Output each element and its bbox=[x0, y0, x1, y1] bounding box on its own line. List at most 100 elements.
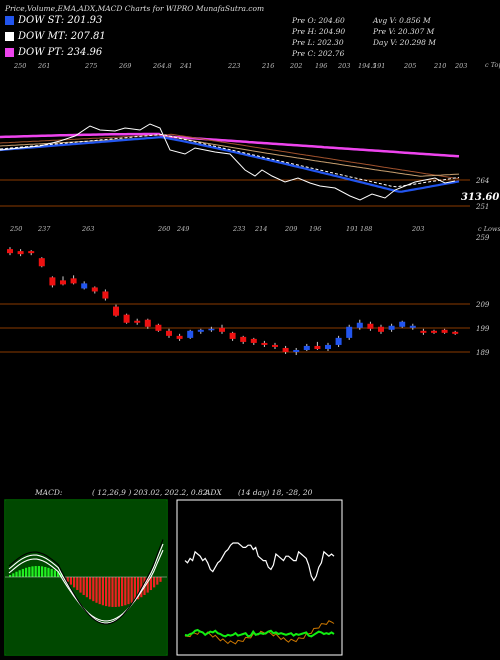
macd-histogram-bar bbox=[153, 577, 156, 588]
macd-histogram-bar bbox=[9, 575, 12, 577]
macd-label: MACD: bbox=[35, 488, 63, 497]
price-y-label: 189 bbox=[476, 349, 490, 357]
candle-body bbox=[219, 327, 225, 332]
candle-body bbox=[314, 345, 321, 349]
macd-histogram-bar bbox=[66, 577, 69, 582]
macd-histogram-bar bbox=[127, 577, 130, 605]
legend-dow-st: DOW ST: 201.93 bbox=[5, 15, 102, 26]
price-y-label: 199 bbox=[476, 325, 490, 333]
ema-medium-line bbox=[0, 133, 460, 188]
low-swing-label: 260 bbox=[157, 225, 170, 233]
macd-histogram-bar bbox=[111, 577, 114, 607]
macd-values: ( 12,26,9 ) 203.02, 202.2, 0.82 bbox=[92, 488, 208, 497]
candle-body bbox=[293, 349, 300, 352]
low-swing-label: 203 bbox=[411, 225, 424, 233]
top-swing-label: 250 bbox=[13, 62, 26, 70]
candle-body bbox=[356, 322, 363, 328]
macd-histogram-bar bbox=[95, 577, 98, 603]
top-swing-label: 202 bbox=[289, 62, 302, 70]
adx-values: (14 day) 18, -28, 20 bbox=[238, 488, 313, 497]
macd-histogram-bar bbox=[21, 568, 24, 577]
macd-histogram-bar bbox=[37, 566, 40, 577]
legend-swatch-mt bbox=[5, 32, 14, 41]
macd-histogram-bar bbox=[101, 577, 104, 606]
low-swing-label: 214 bbox=[254, 225, 267, 233]
candle-body bbox=[208, 328, 215, 331]
price-y-label: 209 bbox=[475, 301, 490, 309]
ema-short-line bbox=[0, 136, 460, 193]
macd-histogram-bar bbox=[28, 566, 31, 577]
macd-histogram-bar bbox=[159, 577, 162, 582]
macd-histogram-bar bbox=[82, 577, 85, 595]
candle-body bbox=[81, 283, 88, 289]
legend-dow-mt: DOW MT: 207.81 bbox=[5, 31, 106, 42]
last-price-label: 313.60 bbox=[461, 192, 499, 203]
adx-line bbox=[184, 542, 335, 582]
candle-body bbox=[367, 323, 374, 329]
legend-swatch-pt bbox=[5, 48, 14, 57]
macd-histogram-bar bbox=[79, 577, 82, 593]
macd-histogram-bar bbox=[12, 573, 15, 577]
ema-y-label: 264 bbox=[475, 177, 489, 185]
candle-body bbox=[187, 330, 194, 338]
low-swing-label: 263 bbox=[81, 225, 94, 233]
low-swing-label: 237 bbox=[37, 225, 51, 233]
macd-histogram-bar bbox=[73, 577, 76, 588]
macd-histogram-bar bbox=[53, 570, 56, 577]
candle-body bbox=[282, 347, 289, 352]
candle-body bbox=[431, 330, 437, 333]
legend-dow-pt: DOW PT: 234.96 bbox=[5, 47, 102, 58]
candle-body bbox=[325, 344, 331, 349]
candle-body bbox=[378, 326, 384, 332]
low-swing-label: 250 bbox=[9, 225, 22, 233]
pre-close: Pre C: 202.76 bbox=[292, 49, 345, 58]
macd-histogram-bar bbox=[149, 577, 152, 591]
ema-mid2-line bbox=[0, 135, 460, 177]
candle-body bbox=[409, 325, 416, 328]
macd-shadow-line bbox=[8, 539, 164, 625]
macd-histogram-bar bbox=[44, 566, 47, 577]
macd-histogram-bar bbox=[60, 573, 63, 577]
top-swing-label: 275 bbox=[84, 62, 97, 70]
price-y-label: 259 bbox=[475, 234, 490, 242]
low-swing-label: 196 bbox=[309, 225, 321, 233]
ema-y-label: 251 bbox=[475, 203, 489, 211]
legend-label-st: DOW ST: 201.93 bbox=[18, 15, 103, 26]
macd-histogram-bar bbox=[25, 567, 28, 577]
macd-histogram-bar bbox=[50, 568, 53, 577]
candle-body bbox=[155, 324, 162, 331]
top-swing-label: 196 bbox=[315, 62, 327, 70]
macd-histogram-bar bbox=[137, 577, 140, 600]
candle-body bbox=[452, 331, 459, 334]
macd-histogram-bar bbox=[105, 577, 108, 607]
candle-body bbox=[91, 287, 98, 292]
day-volume: Day V: 20.298 M bbox=[373, 38, 436, 47]
candle-body bbox=[250, 338, 257, 343]
ohlc-info: Pre O: 204.60 Pre H: 204.90 Pre L: 202.3… bbox=[292, 15, 345, 59]
price-line bbox=[0, 123, 456, 201]
top-swing-label: 216 bbox=[261, 62, 274, 70]
candle-body bbox=[70, 278, 77, 284]
low-swing-label: 209 bbox=[284, 225, 297, 233]
macd-histogram-bar bbox=[146, 577, 149, 593]
macd-histogram-bar bbox=[47, 567, 50, 577]
candle-body bbox=[229, 332, 236, 339]
low-swing-label: 249 bbox=[176, 225, 189, 233]
lows-caption: c Lows bbox=[478, 225, 500, 233]
top-swing-label: 210 bbox=[433, 62, 446, 70]
top-swing-label: 223 bbox=[227, 62, 240, 70]
candle-body bbox=[17, 251, 24, 255]
top-swing-label: 269 bbox=[118, 62, 131, 70]
candle-body bbox=[346, 326, 353, 338]
macd-histogram-bar bbox=[133, 577, 136, 602]
macd-histogram-bar bbox=[121, 577, 124, 607]
top-swing-label: 203 bbox=[337, 62, 350, 70]
candle-body bbox=[303, 345, 310, 350]
top-swing-label: 194.5 bbox=[358, 62, 377, 70]
candle-body bbox=[49, 277, 56, 286]
macd-histogram-bar bbox=[140, 577, 143, 598]
macd-histogram-bar bbox=[117, 577, 120, 607]
macd-histogram-bar bbox=[76, 577, 79, 591]
candle-body bbox=[420, 330, 427, 333]
